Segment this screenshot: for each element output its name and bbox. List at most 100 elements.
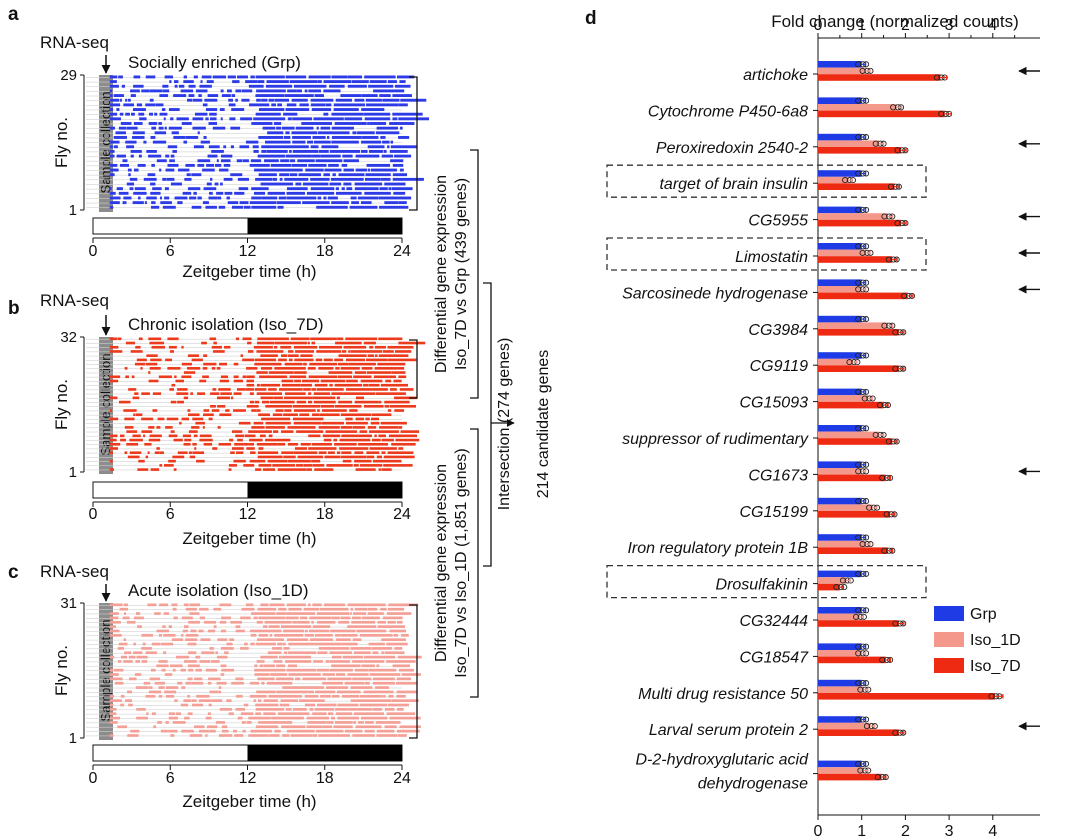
- bar-grp: [818, 716, 862, 723]
- panel-letter: d: [585, 8, 597, 29]
- bar-grp: [818, 607, 862, 614]
- bar-grp: [818, 170, 862, 177]
- gene-row: CG1673: [748, 461, 1040, 484]
- x-tick-label-top: 4: [988, 17, 997, 34]
- gene-label: Sarcosinede hydrogenase: [622, 285, 808, 302]
- de1-line1: Differential gene expression: [433, 175, 450, 373]
- gene-row: Iron regulatory protein 1B: [627, 534, 896, 557]
- bracket-de1: [470, 149, 479, 399]
- bracket-iso1d: [409, 604, 418, 739]
- panel-a: a RNA-seq Socially enriched (Grp) 29 1 Fly no…: [8, 4, 429, 281]
- sample-collection-bar: [99, 603, 113, 740]
- gene-label: target of brain insulin: [659, 176, 808, 193]
- gene-row: Sarcosinede hydrogenase: [622, 279, 1040, 302]
- gene-label: Multi drug resistance 50: [638, 686, 808, 703]
- bar-iso-7d: [818, 183, 895, 190]
- bar-iso-7d: [818, 729, 899, 736]
- x-tick-label: 0: [89, 506, 98, 523]
- gene-row: CG15199: [740, 497, 898, 521]
- bar-iso-1d: [818, 358, 853, 366]
- x-tick-label-top: 2: [901, 17, 910, 34]
- gene-label: CG15199: [740, 504, 809, 521]
- bar-grp: [818, 643, 862, 650]
- bar-iso-1d: [818, 322, 888, 329]
- gene-row: CG18547: [740, 643, 894, 666]
- bar-iso-7d: [818, 256, 893, 263]
- gene-label: Larval serum protein 2: [649, 722, 808, 739]
- bar-iso-1d: [818, 431, 880, 439]
- dark-phase: [247, 218, 402, 234]
- fly-first-label: 1: [69, 464, 77, 481]
- bar-iso-1d: [818, 140, 880, 147]
- panel-letter: c: [8, 562, 19, 583]
- gene-row: target of brain insulin: [606, 164, 927, 198]
- x-axis-label: Zeitgeber time (h): [182, 792, 316, 811]
- gene-label: CG32444: [740, 613, 809, 630]
- y-axis-label: Fly no.: [52, 117, 71, 168]
- gene-row: artichoke: [743, 61, 1040, 84]
- fly-first-label: 1: [69, 730, 77, 747]
- bar-iso-7d: [818, 219, 902, 227]
- bar-iso-1d: [818, 213, 888, 220]
- raster-panels: a RNA-seq Socially enriched (Grp) 29 1 Fly no…: [8, 4, 429, 811]
- dark-phase: [247, 745, 402, 761]
- legend-swatch: [934, 632, 964, 647]
- bar-grp: [818, 61, 862, 68]
- gene-row: CG32444: [740, 607, 907, 630]
- replicate-point: [838, 584, 845, 591]
- gene-label: Drosulfakinin: [716, 577, 809, 594]
- bar-grp: [818, 388, 862, 396]
- panel-letter: a: [8, 4, 19, 25]
- de1-line2: Iso_7D vs Grp (439 genes): [453, 178, 470, 370]
- x-tick-label-top: 0: [814, 17, 823, 34]
- bar-iso-1d: [818, 249, 867, 257]
- panel-b: b RNA-seq Chronic isolation (Iso_7D) 32 1 Fly…: [8, 291, 426, 548]
- x-tick-label-top: 1: [857, 17, 866, 34]
- chart-title: Fold change (normalized counts): [771, 12, 1019, 31]
- bar-iso-7d: [818, 511, 891, 518]
- x-tick-label: 24: [393, 770, 411, 787]
- bar-iso-7d: [818, 292, 908, 300]
- gene-label: artichoke: [743, 67, 808, 84]
- legend-swatch: [934, 606, 964, 621]
- gene-row: Drosulfakinin: [606, 564, 927, 599]
- bar-grp: [818, 534, 862, 541]
- x-tick-label: 6: [166, 243, 175, 260]
- highlight-box: [606, 164, 927, 198]
- bar-iso-7d: [818, 110, 945, 118]
- bar-iso-1d: [818, 504, 873, 511]
- x-axis-label: Zeitgeber time (h): [182, 262, 316, 281]
- fly-count-label: 32: [60, 329, 77, 346]
- bar-grp: [818, 497, 862, 505]
- fly-first-label: 1: [69, 202, 77, 219]
- bar-iso-1d: [818, 613, 860, 621]
- bar-iso-7d: [818, 474, 886, 482]
- bar-grp: [818, 133, 862, 141]
- bar-iso-1d: [818, 67, 867, 75]
- bracket-intersection: [483, 282, 492, 567]
- gene-label: suppressor of rudimentary: [622, 431, 809, 448]
- fold-change-chart: d Fold change (normalized counts)00112233…: [585, 8, 1040, 837]
- de2-line2: Iso_7D vs Iso_1D (1,851 genes): [453, 448, 470, 677]
- x-tick-label: 18: [316, 243, 334, 260]
- rnaseq-label: RNA-seq: [40, 291, 109, 310]
- x-tick-label-bottom: 1: [857, 823, 866, 837]
- gene-label: Cytochrome P450-6a8: [648, 103, 808, 120]
- sample-collection-label: Sample collection: [98, 354, 113, 456]
- legend: Grp Iso_1D Iso_7D: [934, 606, 1021, 675]
- bar-iso-7d: [818, 74, 941, 81]
- gene-label: Iron regulatory protein 1B: [627, 540, 808, 557]
- bar-iso-1d: [818, 395, 869, 402]
- gene-row: CG15093: [740, 388, 891, 412]
- panel-title: Socially enriched (Grp): [128, 53, 301, 72]
- gene-label: CG15093: [740, 395, 809, 412]
- bar-iso-7d: [818, 773, 882, 781]
- gene-label-line2: dehydrogenase: [698, 776, 808, 793]
- gene-row: CG5955: [748, 206, 1040, 230]
- bar-iso-7d: [818, 438, 893, 445]
- highlight-box: [606, 564, 927, 599]
- x-tick-label: 0: [89, 770, 98, 787]
- x-tick-label-bottom: 4: [988, 823, 997, 837]
- activity-raster: [86, 75, 429, 209]
